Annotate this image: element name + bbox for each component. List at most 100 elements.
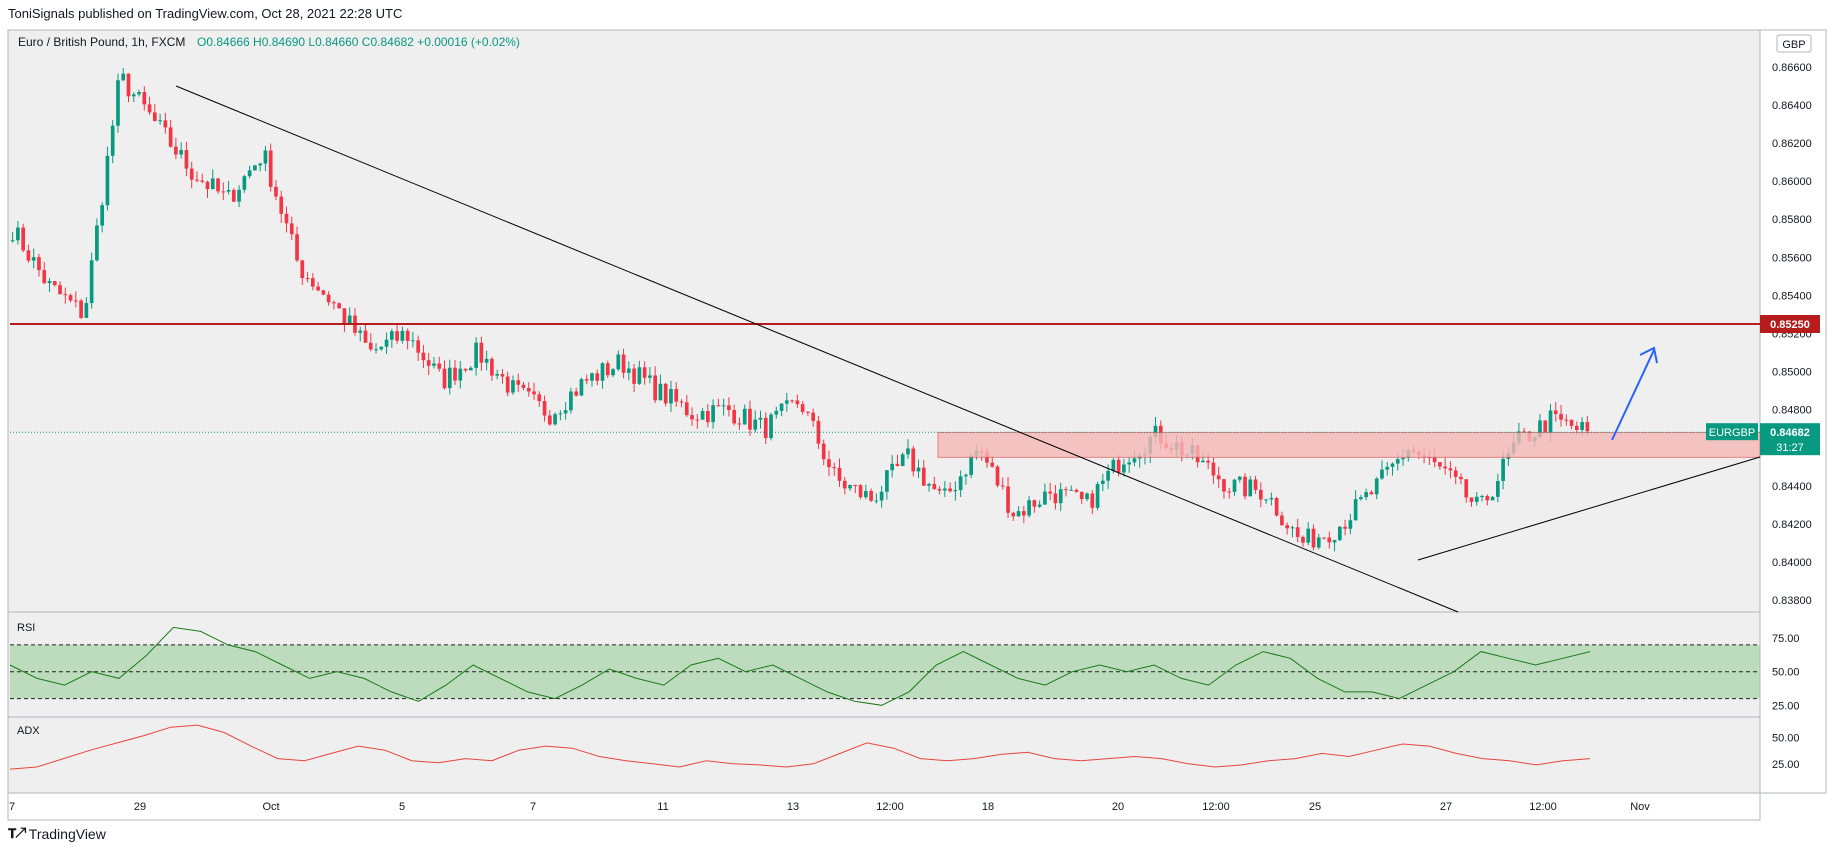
- candle-body: [21, 227, 26, 251]
- candle-body: [795, 400, 800, 405]
- time-tick-label: 12:00: [1529, 801, 1557, 813]
- candle-body: [432, 363, 436, 366]
- candle-body: [1464, 479, 1469, 498]
- candle-body: [16, 227, 20, 241]
- candle-body: [1432, 457, 1437, 463]
- candle-body: [869, 491, 873, 501]
- candle-body: [753, 419, 758, 430]
- adx-line: [9, 724, 1591, 770]
- candle-body: [411, 340, 415, 342]
- candle-body: [1006, 486, 1010, 513]
- candle-body: [521, 384, 526, 389]
- price-pane[interactable]: [7, 29, 1761, 613]
- candle-body: [210, 178, 215, 190]
- candle-body: [811, 412, 816, 421]
- candle-body: [1580, 422, 1584, 430]
- candle-body: [1127, 462, 1132, 465]
- candle-body: [142, 92, 147, 105]
- currency-box[interactable]: [1776, 34, 1812, 53]
- candle-body: [916, 467, 921, 472]
- candle-body: [1269, 498, 1274, 500]
- candle-body: [906, 448, 910, 455]
- candle-body: [700, 410, 705, 420]
- candle-body: [1011, 512, 1016, 517]
- candle-body: [279, 196, 284, 214]
- candle-body: [1243, 476, 1247, 497]
- candle-body: [574, 391, 579, 396]
- time-tick-label: 20: [1112, 801, 1124, 813]
- candle-body: [195, 179, 199, 181]
- bar-countdown-label: 31:27: [1776, 442, 1804, 454]
- time-tick-label: 13: [787, 801, 799, 813]
- tradingview-brand[interactable]: 𝐓↗ TradingView: [8, 826, 106, 842]
- candle-body: [964, 474, 968, 477]
- candle-body: [1369, 492, 1374, 495]
- candle-body: [1058, 489, 1063, 504]
- candle-body: [121, 73, 126, 81]
- candle-body: [516, 380, 521, 385]
- candle-body: [1016, 511, 1021, 517]
- candle-body: [1343, 526, 1347, 529]
- candle-body: [221, 191, 226, 193]
- candle-body: [179, 150, 184, 155]
- candle-body: [1285, 525, 1290, 529]
- candle-body: [1301, 536, 1305, 543]
- candle-body: [653, 375, 658, 401]
- candle-body: [468, 367, 473, 371]
- candle-body: [895, 463, 900, 466]
- time-tick-label: 29: [134, 801, 146, 813]
- adx-tick-label: 25.00: [1772, 759, 1800, 771]
- candle-body: [1232, 479, 1237, 492]
- candle-body: [547, 415, 552, 425]
- rsi-indicator: 75.00 50.00 25.00: [9, 626, 1800, 712]
- candle-body: [310, 278, 315, 287]
- candle-body: [1116, 459, 1121, 473]
- candle-body: [732, 410, 737, 424]
- candle-body: [1364, 492, 1369, 498]
- candle-body: [1295, 527, 1300, 537]
- candle-body: [368, 342, 373, 350]
- candle-body: [953, 490, 958, 492]
- candle-body: [1438, 462, 1442, 467]
- candle-body: [84, 303, 89, 318]
- candle-body: [1548, 410, 1553, 433]
- candle-body: [663, 383, 668, 404]
- candle-body: [505, 376, 510, 393]
- candle-body: [289, 223, 294, 235]
- candle-body: [405, 330, 410, 341]
- candle-body: [479, 342, 484, 363]
- candle-body: [1401, 457, 1405, 460]
- candle-body: [648, 375, 652, 378]
- candle-body: [37, 257, 41, 271]
- candle-body: [637, 367, 642, 384]
- price-axis-strip[interactable]: [1759, 29, 1827, 794]
- candle-body: [1522, 431, 1527, 433]
- candle-body: [1459, 476, 1463, 480]
- chart-frame[interactable]: Euro / British Pound, 1h, FXCM O0.84666 …: [0, 0, 1834, 826]
- candle-body: [168, 127, 173, 147]
- candle-body: [784, 400, 789, 404]
- candle-body: [737, 423, 742, 425]
- candle-body: [763, 417, 768, 439]
- current-price-label: 0.84682: [1770, 427, 1810, 439]
- candle-body: [1122, 464, 1126, 473]
- candle-body: [490, 358, 494, 376]
- candle-body: [995, 466, 1000, 486]
- candle-body: [1538, 420, 1542, 437]
- candle-body: [1064, 489, 1068, 491]
- candle-body: [131, 94, 136, 97]
- candle-body: [1453, 470, 1458, 477]
- candle-body: [921, 467, 926, 486]
- candle-body: [1079, 491, 1084, 500]
- candle-body: [1106, 470, 1110, 481]
- bullish-arrow-shaft: [1611, 349, 1655, 441]
- price-tick-label: 0.85400: [1772, 290, 1812, 302]
- candle-body: [674, 388, 679, 402]
- candle-body: [900, 454, 905, 466]
- candle-body: [463, 368, 468, 371]
- candle-body: [1306, 528, 1311, 543]
- candle-body: [806, 411, 810, 413]
- candle-body: [569, 391, 573, 411]
- time-axis-strip[interactable]: [7, 792, 1761, 821]
- time-tick-label: 7: [530, 801, 536, 813]
